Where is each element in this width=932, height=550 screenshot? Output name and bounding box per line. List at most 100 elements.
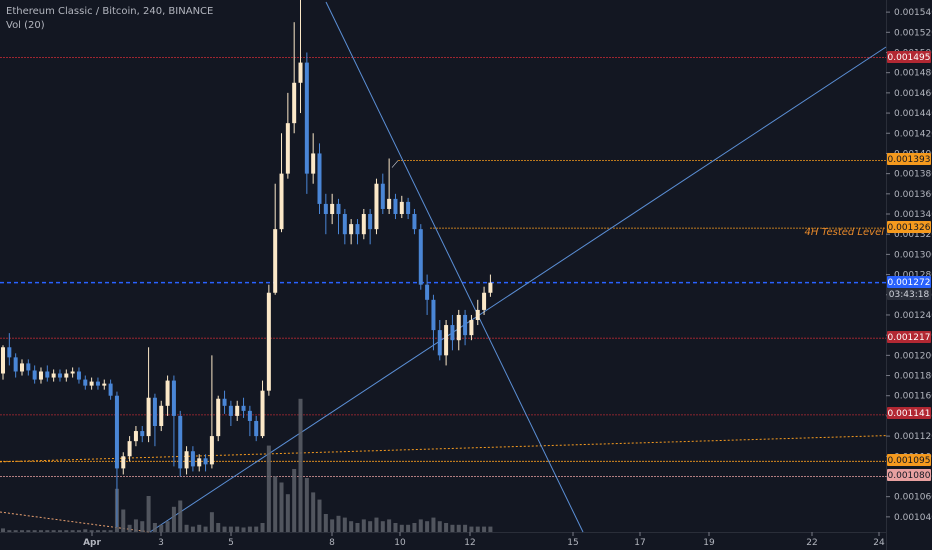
candle-body	[298, 62, 303, 83]
candle-body	[437, 330, 442, 356]
candle-body	[336, 203, 341, 215]
price-tick-label: 0.001040	[894, 513, 932, 523]
volume-bar	[171, 506, 176, 532]
volume-bar	[418, 519, 423, 532]
candle-body	[7, 347, 12, 358]
price-tag-label[interactable]: 0.001080	[888, 471, 931, 481]
volume-bar	[102, 530, 107, 532]
volume-bar	[159, 524, 164, 532]
candle-body	[26, 363, 31, 371]
volume-bar	[178, 500, 183, 532]
price-tag-label[interactable]: 0.001141	[888, 409, 931, 419]
volume-bar	[323, 514, 328, 532]
candle-body	[76, 371, 81, 380]
price-tag-box[interactable]	[887, 469, 931, 481]
price-tag-box[interactable]	[887, 407, 931, 419]
volume-bar	[374, 517, 379, 532]
candle-body	[171, 380, 176, 416]
price-tag-box[interactable]	[887, 221, 931, 233]
candle-body	[184, 451, 189, 469]
candle-body	[159, 405, 164, 427]
candle-body	[19, 363, 24, 372]
ascending-trendline[interactable]	[149, 46, 887, 533]
volume-bar	[450, 524, 455, 532]
volume-bar	[140, 521, 145, 532]
candle-body	[266, 292, 271, 391]
price-tag-label[interactable]: 0.001393	[888, 155, 931, 165]
volume-bar	[95, 530, 100, 532]
candle-body	[412, 214, 417, 230]
candle-body	[38, 371, 43, 380]
volume-bar	[342, 517, 347, 532]
candle-body	[349, 224, 354, 235]
falling-dotted-trendline[interactable]	[0, 511, 151, 533]
descending-trendline[interactable]	[325, 1, 584, 533]
candle-body	[292, 82, 297, 124]
time-tick-label: 19	[703, 538, 715, 548]
volume-bar	[355, 523, 360, 532]
volume-bar	[380, 521, 385, 532]
candle-body	[57, 373, 62, 378]
candle-body	[317, 153, 322, 204]
price-tag-box[interactable]	[887, 288, 931, 300]
time-tick-label: 15	[567, 538, 578, 548]
candle-body	[102, 383, 107, 386]
candle-body	[45, 371, 50, 378]
candle-body	[83, 379, 88, 386]
volume-bar	[70, 530, 75, 532]
volume-bar	[387, 519, 392, 532]
candle-body	[178, 415, 183, 469]
time-tick-label: 8	[329, 538, 335, 548]
candle-body	[279, 173, 284, 230]
volume-bar	[184, 524, 189, 532]
volume-bar	[152, 523, 157, 532]
candle-body	[285, 123, 290, 174]
price-tag-label[interactable]: 03:43:18	[889, 290, 930, 300]
price-tag-box[interactable]	[887, 331, 931, 343]
volume-bar	[361, 519, 366, 532]
price-tag-box[interactable]	[887, 454, 931, 466]
price-tag-box[interactable]	[887, 276, 931, 288]
candle-body	[197, 458, 202, 467]
volume-bar	[399, 524, 404, 532]
volume-legend[interactable]: Vol (20)	[6, 20, 45, 31]
price-tag-label[interactable]: 0.001095	[888, 456, 931, 466]
volume-bar	[57, 530, 62, 532]
volume-bar	[203, 526, 208, 532]
price-tag-label[interactable]: 0.001217	[888, 333, 931, 343]
volume-bar	[127, 524, 132, 532]
candle-body	[152, 397, 157, 427]
candle-body	[165, 380, 170, 406]
candle-body	[108, 383, 113, 396]
volume-bar	[431, 517, 436, 532]
price-tag-label[interactable]: 0.001272	[888, 278, 931, 288]
tested-level-note: 4H Tested Level	[804, 227, 884, 238]
volume-bar	[311, 492, 316, 532]
volume-bar	[26, 530, 31, 532]
candle-body	[431, 299, 436, 331]
price-tag-label[interactable]: 0.001495	[888, 53, 931, 63]
volume-bar	[412, 523, 417, 532]
candle-body	[444, 325, 449, 356]
price-tag-label[interactable]: 0.001326	[888, 223, 931, 233]
candle-body	[13, 357, 18, 372]
price-tag-box[interactable]	[887, 51, 931, 63]
price-tag-box[interactable]	[887, 153, 931, 165]
time-tick-label: 5	[228, 538, 234, 548]
time-tick-label: Apr	[83, 538, 101, 548]
time-tick-label: 24	[873, 538, 885, 548]
volume-bar	[279, 482, 284, 532]
volume-bar	[51, 530, 56, 532]
candle-body	[450, 325, 455, 341]
volume-bar	[266, 445, 271, 532]
candle-body	[247, 410, 252, 421]
candle-body	[355, 224, 360, 235]
candle-body	[127, 441, 132, 457]
symbol-title[interactable]: Ethereum Classic / Bitcoin, 240, BINANCE	[6, 6, 214, 17]
candle-body	[89, 381, 94, 386]
volume-bar	[330, 519, 335, 532]
volume-bar	[317, 499, 322, 532]
